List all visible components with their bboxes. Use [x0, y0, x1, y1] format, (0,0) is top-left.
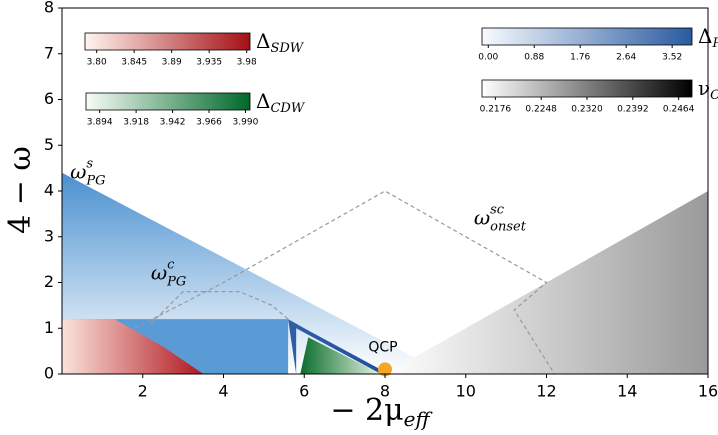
colorbar-tick-label: 0.2248 — [525, 105, 557, 115]
annotation: ωsc onset — [474, 202, 527, 234]
colorbar-label-base: Δ — [256, 29, 270, 53]
x-tick-label: 8 — [380, 382, 390, 401]
colorbar-label-sub: SDW — [270, 41, 304, 56]
colorbar-tick-label: 3.98 — [237, 58, 257, 68]
colorbar-tick-label: 3.894 — [87, 118, 113, 128]
y-tick-label: 8 — [44, 0, 54, 17]
colorbar-tick-label: 3.935 — [196, 58, 222, 68]
phase-region — [300, 337, 381, 374]
annotation-sup: s — [86, 156, 93, 171]
colorbar-tick-label: 0.2464 — [663, 105, 695, 115]
phase-region — [62, 319, 204, 374]
colorbar-tick-label: 0.2392 — [617, 105, 649, 115]
x-axis-label-base: − 2μ — [330, 393, 403, 428]
point-label: QCP — [368, 339, 397, 355]
y-axis-label: 4 − ω — [3, 146, 38, 234]
x-tick-label: 2 — [138, 382, 148, 401]
colorbar-label: ΔCDW — [256, 89, 306, 116]
colorbar-label-sub: PG — [711, 36, 718, 51]
x-tick-label: 14 — [617, 382, 637, 401]
colorbar-tick-label: 0.88 — [524, 53, 544, 63]
colorbar-tick-label: 0.00 — [478, 53, 498, 63]
y-tick-label: 5 — [44, 135, 54, 154]
y-tick-label: 3 — [44, 226, 54, 245]
colorbar — [481, 27, 693, 46]
x-axis-label-sub: eff — [404, 407, 434, 431]
colorbar-tick-label: 1.76 — [570, 53, 590, 63]
annotation-sub: onset — [490, 219, 527, 234]
y-tick-label: 2 — [44, 272, 54, 291]
colorbar — [481, 79, 693, 98]
colorbar-tick-label: 3.966 — [196, 118, 222, 128]
colorbar-tick-label: 3.990 — [233, 118, 259, 128]
colorbar-label-base: Δ — [698, 24, 712, 48]
colorbar-label-base: Δ — [256, 89, 270, 113]
x-tick-label: 16 — [698, 382, 718, 401]
colorbar-tick-label: 3.89 — [162, 58, 182, 68]
x-tick-label: 10 — [456, 382, 476, 401]
crossover-line — [134, 190, 556, 375]
annotation-sup: sc — [490, 202, 505, 217]
colorbar-tick-label: 2.64 — [616, 53, 636, 63]
x-tick-label: 4 — [218, 382, 228, 401]
colorbar-label: ΔPG — [698, 24, 718, 51]
y-tick-label: 7 — [44, 43, 54, 62]
colorbar-label-sub: CFL — [710, 88, 718, 103]
annotation: ωc PG — [151, 257, 186, 289]
annotation-base: ω — [474, 205, 490, 229]
annotation-sub: PG — [166, 274, 186, 289]
annotation-sub: PG — [85, 173, 105, 188]
colorbar-tick-label: 3.845 — [121, 58, 147, 68]
annotation: ωs PG — [70, 156, 105, 188]
plot-area — [62, 172, 708, 377]
colorbar-tick-label: 3.80 — [87, 58, 107, 68]
critical-point — [378, 362, 392, 377]
colorbar-tick-label: 3.918 — [123, 118, 149, 128]
colorbar-tick-label: 0.2176 — [480, 105, 512, 115]
colorbar-tick-label: 0.2320 — [571, 105, 603, 115]
colorbar-label-base: ν — [698, 76, 710, 100]
y-tick-label: 0 — [44, 364, 54, 383]
colorbar-label-sub: CDW — [270, 101, 305, 116]
annotation-base: ω — [151, 260, 167, 284]
x-tick-label: 6 — [299, 382, 309, 401]
colorbar-tick-label: 3.52 — [662, 53, 682, 63]
y-tick-label: 1 — [44, 318, 54, 337]
colorbar-label: νCFL — [698, 76, 718, 103]
crossover-line — [150, 291, 289, 325]
colorbar — [85, 92, 251, 111]
colorbar — [84, 32, 251, 51]
y-tick-label: 4 — [44, 181, 54, 200]
x-axis-label: − 2μeff — [330, 393, 433, 431]
y-tick-label: 6 — [44, 89, 54, 108]
annotation-sup: c — [167, 257, 175, 272]
colorbar-tick-label: 3.942 — [160, 118, 186, 128]
colorbar-label: ΔSDW — [256, 29, 305, 56]
annotation-base: ω — [70, 159, 86, 183]
x-tick-label: 12 — [536, 382, 556, 401]
